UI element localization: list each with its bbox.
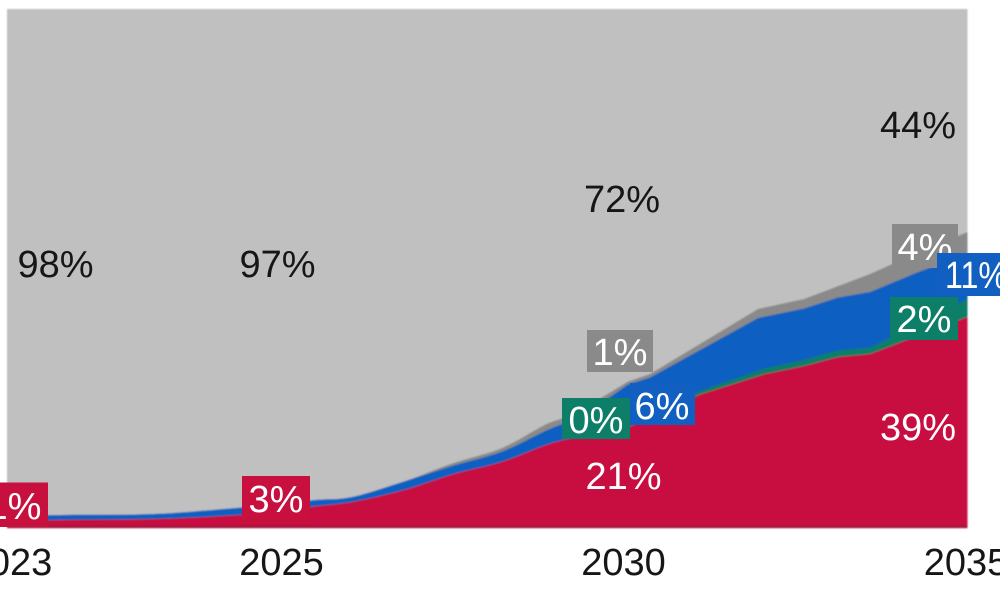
svg-text:1%: 1%	[0, 486, 41, 528]
svg-text:98%: 98%	[17, 244, 93, 286]
svg-text:39%: 39%	[880, 407, 956, 449]
svg-text:6%: 6%	[635, 386, 690, 428]
svg-text:0%: 0%	[569, 400, 624, 442]
svg-text:11%: 11%	[945, 255, 1000, 297]
svg-text:3%: 3%	[249, 479, 304, 521]
svg-text:2%: 2%	[897, 299, 952, 341]
svg-text:21%: 21%	[585, 456, 661, 498]
svg-text:2035: 2035	[924, 542, 1000, 584]
svg-text:2025: 2025	[239, 542, 324, 584]
svg-text:72%: 72%	[584, 179, 660, 221]
svg-text:2030: 2030	[581, 542, 666, 584]
svg-text:2023: 2023	[0, 542, 52, 584]
svg-text:97%: 97%	[239, 244, 315, 286]
svg-text:44%: 44%	[880, 105, 956, 147]
svg-text:1%: 1%	[593, 332, 648, 374]
